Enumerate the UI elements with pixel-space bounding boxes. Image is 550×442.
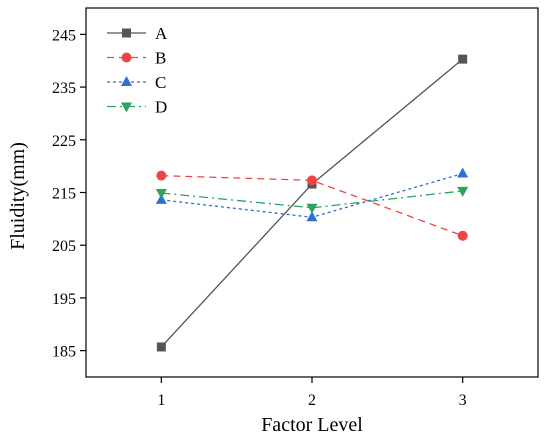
series-D-point bbox=[457, 186, 469, 197]
legend-item-B: B bbox=[107, 49, 166, 68]
y-tick-label: 225 bbox=[52, 133, 76, 150]
x-tick-label: 1 bbox=[157, 392, 165, 409]
legend-label: D bbox=[155, 98, 167, 117]
plot-border bbox=[85, 7, 539, 378]
series-B bbox=[156, 170, 468, 241]
y-tick-label: 195 bbox=[52, 291, 76, 308]
legend-item-A: A bbox=[107, 24, 168, 43]
legend-swatch-marker bbox=[121, 76, 132, 86]
y-tick-label: 215 bbox=[52, 186, 76, 203]
series-A-line bbox=[160, 58, 464, 348]
legend-swatch-marker bbox=[122, 28, 131, 38]
series-D bbox=[155, 186, 469, 214]
y-axis-title: Fluidity(mm) bbox=[7, 142, 29, 250]
y-tick-label: 185 bbox=[52, 344, 76, 361]
series-C-point bbox=[457, 167, 469, 178]
legend-item-D: D bbox=[107, 98, 167, 117]
x-axis-ticks: 1 2 3 bbox=[157, 377, 467, 409]
y-axis-ticks: 185 195 205 215 225 235 245 bbox=[52, 27, 86, 361]
plot-frame bbox=[85, 7, 539, 378]
series-C-point bbox=[306, 211, 318, 222]
y-tick-label: 245 bbox=[52, 27, 76, 44]
legend-label: C bbox=[155, 73, 166, 92]
series-A-point bbox=[156, 342, 166, 352]
x-axis-title: Factor Level bbox=[261, 414, 363, 436]
series-A bbox=[156, 54, 468, 352]
x-tick-label: 2 bbox=[308, 392, 316, 409]
series-C bbox=[155, 167, 469, 222]
legend-item-C: C bbox=[107, 73, 166, 92]
y-tick-label: 205 bbox=[52, 238, 76, 255]
legend-label: B bbox=[155, 49, 166, 68]
legend-swatch-marker bbox=[121, 102, 132, 113]
series-B-point bbox=[457, 230, 468, 241]
legend-label: A bbox=[155, 24, 168, 43]
legend-swatch-marker bbox=[121, 52, 132, 63]
y-tick-label: 235 bbox=[52, 80, 76, 97]
series-D-line bbox=[161, 190, 463, 209]
series-layer bbox=[155, 54, 469, 352]
x-tick-label: 3 bbox=[459, 392, 467, 409]
series-A-point bbox=[458, 54, 468, 64]
series-B-point bbox=[156, 170, 167, 181]
series-B-point bbox=[307, 175, 317, 186]
series-D-point bbox=[155, 189, 167, 200]
series-D-point bbox=[306, 203, 318, 214]
